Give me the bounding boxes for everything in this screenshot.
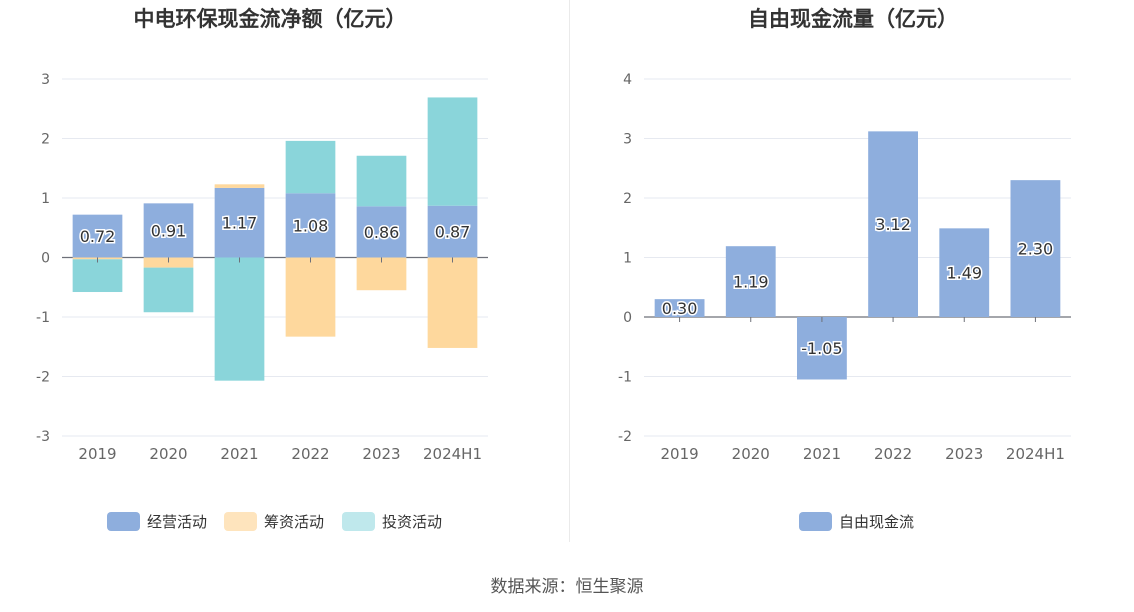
y-tick-label: -2	[36, 370, 50, 386]
data-label: 1.08	[293, 216, 329, 235]
bar-自由现金流-2021	[797, 317, 847, 380]
chart-2: 自由现金流量（亿元） 4 3 2 1 0 -1 -2 0.30 2019 1.19 2020 -1.05…	[618, 7, 1071, 531]
bar-投资活动-2023	[356, 155, 407, 207]
y-tick-label: -2	[618, 429, 632, 445]
y-tick-label: 3	[623, 132, 632, 148]
legend-label-经营活动: 经营活动	[147, 513, 207, 531]
bar-自由现金流-2022	[868, 131, 918, 317]
x-tick-label: 2023	[945, 445, 983, 463]
bar-自由现金流-2024H1	[1010, 180, 1061, 317]
x-tick-label: 2019	[660, 445, 698, 463]
chart-title: 中电环保现金流净额（亿元）	[134, 7, 407, 31]
legend-swatch-投资活动	[342, 512, 375, 531]
legend-swatch-经营活动	[107, 512, 140, 531]
data-label: 2.30	[1018, 240, 1054, 259]
data-label: 0.91	[151, 221, 187, 240]
y-tick-label: -3	[36, 429, 50, 445]
bar-经营活动-2024H1	[427, 205, 478, 258]
chart-title: 自由现金流量（亿元）	[748, 7, 958, 31]
x-tick-label: 2021	[220, 445, 258, 463]
y-tick-label: 2	[41, 132, 50, 148]
bar-自由现金流-2023	[939, 228, 990, 317]
x-tick-label: 2021	[803, 445, 841, 463]
data-label: 1.17	[222, 214, 258, 233]
y-tick-label: 0	[41, 251, 50, 267]
bar-筹资活动-2023	[356, 257, 407, 291]
bar-投资活动-2022	[285, 140, 336, 194]
data-label: 0.86	[364, 223, 400, 242]
y-tick-label: 1	[623, 251, 632, 267]
x-tick-label: 2023	[362, 445, 400, 463]
y-tick-label: 3	[41, 72, 50, 88]
bar-经营活动-2022	[285, 193, 336, 258]
data-label: -1.05	[801, 339, 842, 358]
bar-经营活动-2020	[143, 203, 194, 258]
x-tick-label: 2024H1	[1006, 445, 1065, 463]
bar-经营活动-2019	[72, 214, 123, 258]
bar-筹资活动-2024H1	[427, 257, 478, 348]
bar-投资活动-2021	[214, 257, 265, 381]
bar-筹资活动-2020	[143, 257, 194, 268]
legend-swatch-筹资活动	[224, 512, 257, 531]
y-tick-label: 2	[623, 191, 632, 207]
y-tick-label: -1	[36, 310, 50, 326]
bar-经营活动-2021	[214, 187, 265, 258]
x-tick-label: 2019	[78, 445, 116, 463]
x-tick-label: 2022	[874, 445, 912, 463]
y-tick-label: 4	[623, 72, 632, 88]
data-source: 数据来源：恒生聚源	[490, 577, 644, 597]
bar-自由现金流-2020	[725, 246, 776, 317]
legend-label-投资活动: 投资活动	[382, 513, 442, 531]
x-tick-label: 2020	[149, 445, 187, 463]
bar-经营活动-2023	[356, 206, 407, 258]
chart-1: 中电环保现金流净额（亿元） 3 2 1 0 -1 -2 -3 0.72 2019 0.91 2020 1…	[36, 7, 488, 531]
bar-投资活动-2019	[72, 259, 123, 293]
y-tick-label: 0	[623, 310, 632, 326]
legend-swatch-自由现金流	[799, 512, 832, 531]
bar-筹资活动-2022	[285, 257, 336, 337]
data-label: 3.12	[875, 215, 911, 234]
data-label: 0.87	[435, 223, 471, 242]
x-tick-label: 2024H1	[423, 445, 482, 463]
panel-divider	[569, 0, 570, 542]
data-label: 1.49	[946, 264, 982, 283]
data-label: 1.19	[733, 273, 769, 292]
legend-label-筹资活动: 筹资活动	[264, 513, 324, 531]
x-tick-label: 2022	[291, 445, 329, 463]
bar-投资活动-2020	[143, 267, 194, 313]
y-tick-label: -1	[618, 370, 632, 386]
x-tick-label: 2020	[732, 445, 770, 463]
legend-label-自由现金流: 自由现金流	[839, 513, 914, 531]
data-label: 0.30	[662, 299, 698, 318]
data-label: 0.72	[80, 227, 116, 246]
bar-自由现金流-2019	[654, 299, 705, 317]
bar-投资活动-2024H1	[427, 97, 478, 206]
y-tick-label: 1	[41, 191, 50, 207]
bar-筹资活动-2021	[214, 184, 265, 188]
